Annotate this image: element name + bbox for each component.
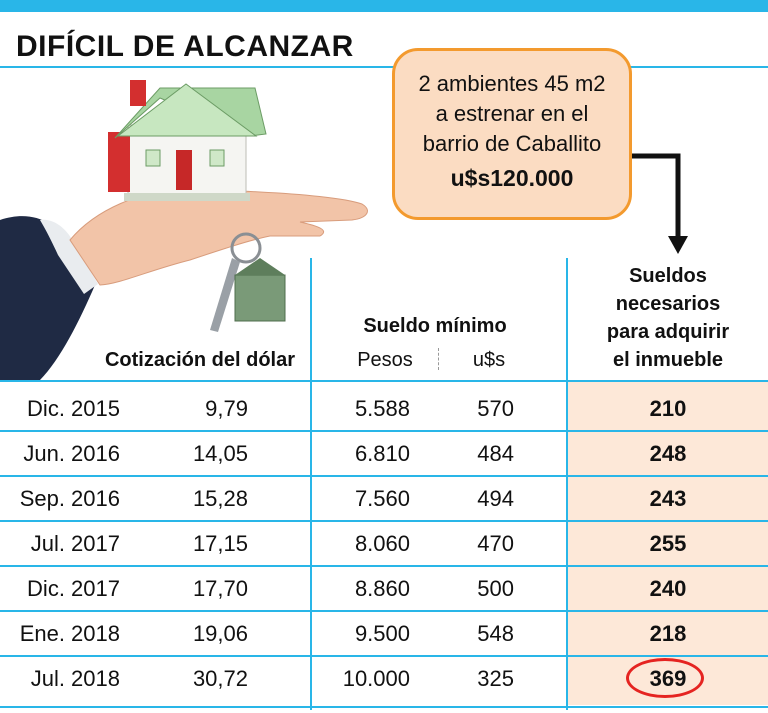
cell-usd: 325 xyxy=(477,666,514,691)
house-roof-front xyxy=(116,83,258,137)
cell-pesos: 8.060 xyxy=(354,531,410,556)
cell-usd: 484 xyxy=(477,441,514,466)
hand xyxy=(69,187,368,286)
callout-price: u$s120.000 xyxy=(450,165,574,191)
key-tag xyxy=(234,274,286,322)
cell-cotizacion: 19,06 xyxy=(192,621,248,646)
cell-fecha: Jul. 2017 xyxy=(30,531,120,556)
header-sueldo-minimo: Sueldo mínimo xyxy=(363,315,507,337)
header-divider-dashed xyxy=(438,348,439,370)
cell-fecha: Ene. 2018 xyxy=(19,621,120,646)
house-side-wall xyxy=(108,132,130,192)
cell-usd: 470 xyxy=(477,531,514,556)
cell-fecha: Sep. 2016 xyxy=(19,486,120,511)
cell-fecha: Dic. 2015 xyxy=(27,396,120,421)
cell-pesos: 7.560 xyxy=(354,486,410,511)
header-rule xyxy=(0,380,768,382)
cuff xyxy=(40,219,98,294)
cell-cotizacion: 15,28 xyxy=(192,486,248,511)
table-row: Ene. 2018 19,06 9.500 548 218 xyxy=(0,611,768,656)
cell-usd: 500 xyxy=(477,576,514,601)
cell-fecha: Dic. 2017 xyxy=(27,576,120,601)
table-row: Dic. 2015 9,79 5.588 570 210 xyxy=(0,386,768,431)
table-row: Jul. 2018 30,72 10.000 325 369 xyxy=(0,656,768,701)
title-rule xyxy=(0,66,768,68)
row-rule-3 xyxy=(0,520,768,522)
cell-fecha: Jul. 2018 xyxy=(30,666,120,691)
key-tag-roof xyxy=(235,258,285,275)
row-rule-1 xyxy=(0,430,768,432)
callout-arrow xyxy=(632,153,688,254)
row-rule-5 xyxy=(0,610,768,612)
callout-line-1: 2 ambientes 45 m2 xyxy=(418,71,606,96)
header-pesos: Pesos xyxy=(357,349,413,371)
house-window-right xyxy=(209,149,225,167)
cell-pesos: 6.810 xyxy=(354,441,410,466)
cell-usd: 494 xyxy=(477,486,514,511)
house-window-left xyxy=(145,149,161,167)
cell-cotizacion: 30,72 xyxy=(192,666,248,691)
table-row: Dic. 2017 17,70 8.860 500 240 xyxy=(0,566,768,611)
header-sueldos-line-2: necesarios xyxy=(615,293,721,315)
key xyxy=(210,258,240,332)
cell-cotizacion: 9,79 xyxy=(205,396,248,421)
row-rule-4 xyxy=(0,565,768,567)
cell-pesos: 5.588 xyxy=(354,396,410,421)
header-sueldos-line-3: para adquirir xyxy=(606,321,730,343)
cell-sueldos: 248 xyxy=(649,441,687,466)
cell-fecha: Jun. 2016 xyxy=(23,441,120,466)
cell-pesos: 8.860 xyxy=(354,576,410,601)
house-door xyxy=(176,150,192,190)
highlight-circle xyxy=(626,658,704,698)
cell-cotizacion: 17,15 xyxy=(192,531,248,556)
sueldos-column-shade xyxy=(568,381,768,705)
arrow-shaft xyxy=(632,153,681,238)
arrow-head xyxy=(668,236,688,254)
cell-sueldos: 243 xyxy=(649,486,687,511)
header-sueldos-line-4: el inmueble xyxy=(612,349,724,371)
house-base xyxy=(124,193,250,201)
cell-sueldos: 240 xyxy=(649,576,687,601)
bottom-rule xyxy=(0,706,768,708)
page-title: DIFÍCIL DE ALCANZAR xyxy=(16,30,354,63)
column-divider-2 xyxy=(566,258,568,710)
cell-usd: 548 xyxy=(477,621,514,646)
top-accent-bar xyxy=(0,0,768,12)
header-sueldos-line-1: Sueldos xyxy=(629,265,707,287)
cell-sueldos: 255 xyxy=(649,531,687,556)
hand-house-illustration xyxy=(0,80,368,380)
cell-pesos: 9.500 xyxy=(354,621,410,646)
row-rule-2 xyxy=(0,475,768,477)
key-ring xyxy=(230,232,262,264)
header-usd: u$s xyxy=(472,349,506,371)
header-sueldos-necesarios: Sueldos necesarios para adquirir el inmu… xyxy=(580,262,756,374)
property-callout: 2 ambientes 45 m2 a estrenar en el barri… xyxy=(392,48,632,220)
cell-cotizacion: 17,70 xyxy=(192,576,248,601)
cell-sueldos: 218 xyxy=(649,621,687,646)
table-row: Sep. 2016 15,28 7.560 494 243 xyxy=(0,476,768,521)
cell-pesos: 10.000 xyxy=(342,666,410,691)
row-rule-6 xyxy=(0,655,768,657)
table-row: Jul. 2017 17,15 8.060 470 255 xyxy=(0,521,768,566)
callout-line-2: a estrenar en el xyxy=(435,101,589,126)
cell-cotizacion: 14,05 xyxy=(192,441,248,466)
callout-line-3: barrio de Caballito xyxy=(422,131,602,156)
cell-usd: 570 xyxy=(477,396,514,421)
table-row: Jun. 2016 14,05 6.810 484 248 xyxy=(0,431,768,476)
house-chimney xyxy=(130,80,146,106)
header-cotizacion: Cotización del dólar xyxy=(104,349,296,371)
column-divider-1 xyxy=(310,258,312,710)
cell-sueldos: 210 xyxy=(649,396,687,421)
